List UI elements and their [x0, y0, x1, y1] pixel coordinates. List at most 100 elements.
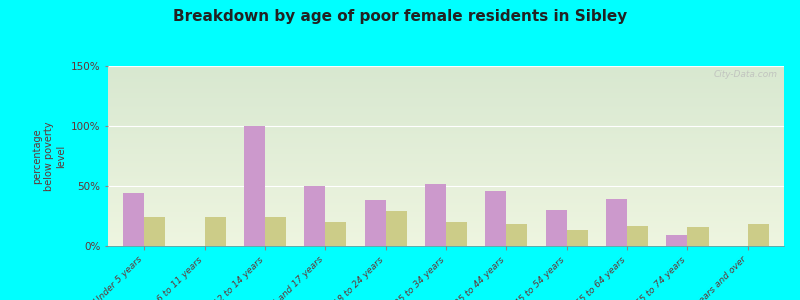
Bar — [108, 88, 784, 89]
Bar — [108, 152, 784, 154]
Text: Breakdown by age of poor female residents in Sibley: Breakdown by age of poor female resident… — [173, 9, 627, 24]
Bar — [386, 211, 406, 246]
Bar — [108, 149, 784, 151]
Bar — [108, 134, 784, 136]
Bar — [108, 71, 784, 73]
Bar — [108, 163, 784, 165]
Bar — [108, 95, 784, 97]
Bar — [108, 233, 784, 235]
Bar — [108, 226, 784, 228]
Bar — [108, 106, 784, 107]
Bar — [108, 215, 784, 217]
Bar — [606, 199, 627, 246]
Bar — [108, 210, 784, 212]
Bar — [108, 124, 784, 125]
Bar — [687, 227, 709, 246]
Bar — [108, 239, 784, 241]
Bar — [108, 142, 784, 143]
Bar — [108, 221, 784, 223]
Bar — [486, 191, 506, 246]
Bar — [108, 138, 784, 140]
Bar — [108, 125, 784, 127]
Bar — [108, 147, 784, 149]
Bar — [108, 178, 784, 179]
Bar — [108, 197, 784, 199]
Y-axis label: percentage
below poverty
level: percentage below poverty level — [32, 121, 66, 191]
Bar — [108, 165, 784, 167]
Bar — [108, 136, 784, 138]
Bar — [425, 184, 446, 246]
Bar — [108, 91, 784, 93]
Bar — [108, 102, 784, 104]
Bar — [108, 244, 784, 246]
Bar — [748, 224, 769, 246]
Bar — [108, 154, 784, 156]
Bar — [108, 185, 784, 187]
Bar — [108, 214, 784, 215]
Bar — [108, 190, 784, 192]
Bar — [108, 93, 784, 95]
Bar — [108, 75, 784, 77]
Bar — [108, 115, 784, 116]
Bar — [108, 73, 784, 75]
Bar — [627, 226, 648, 246]
Bar — [108, 107, 784, 109]
Bar — [108, 188, 784, 190]
Bar — [108, 70, 784, 71]
Bar — [108, 66, 784, 68]
Bar — [108, 176, 784, 178]
Bar — [108, 206, 784, 208]
Bar — [326, 222, 346, 246]
Bar — [108, 237, 784, 239]
Bar — [108, 104, 784, 106]
Bar — [108, 140, 784, 142]
Bar — [108, 86, 784, 88]
Bar — [108, 116, 784, 118]
Bar — [108, 122, 784, 124]
Bar — [108, 111, 784, 113]
Bar — [108, 89, 784, 91]
Bar — [446, 222, 467, 246]
Bar — [108, 187, 784, 188]
Bar — [108, 242, 784, 244]
Bar — [108, 158, 784, 160]
Bar — [108, 120, 784, 122]
Bar — [506, 224, 527, 246]
Bar — [108, 199, 784, 201]
Bar — [108, 201, 784, 203]
Bar — [108, 203, 784, 205]
Bar — [108, 79, 784, 80]
Bar — [108, 230, 784, 232]
Bar — [108, 172, 784, 174]
Bar — [108, 196, 784, 197]
Bar — [108, 100, 784, 102]
Bar — [108, 223, 784, 224]
Bar — [108, 127, 784, 129]
Bar — [108, 109, 784, 111]
Bar — [108, 97, 784, 98]
Bar — [108, 133, 784, 134]
Bar — [108, 131, 784, 133]
Bar — [108, 208, 784, 210]
Bar — [108, 228, 784, 230]
Bar — [546, 210, 566, 246]
Bar — [108, 160, 784, 161]
Bar — [108, 183, 784, 185]
Bar — [108, 167, 784, 169]
Bar — [108, 241, 784, 242]
Text: City-Data.com: City-Data.com — [714, 70, 778, 79]
Bar — [108, 113, 784, 115]
Bar — [365, 200, 386, 246]
Bar — [108, 205, 784, 206]
Bar — [108, 232, 784, 233]
Bar — [108, 82, 784, 84]
Bar — [108, 84, 784, 86]
Bar — [108, 151, 784, 152]
Bar — [108, 77, 784, 79]
Bar — [108, 235, 784, 237]
Bar — [108, 192, 784, 194]
Bar — [108, 98, 784, 100]
Bar — [108, 170, 784, 172]
Bar — [108, 217, 784, 219]
Bar — [205, 217, 226, 246]
